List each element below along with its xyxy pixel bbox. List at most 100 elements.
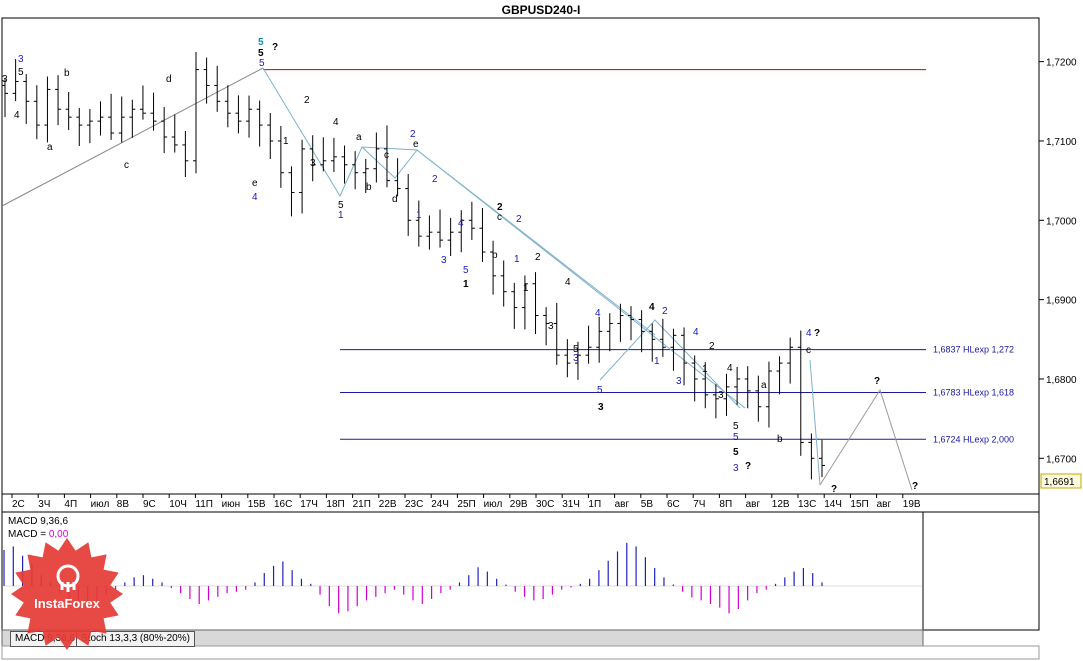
y-tick-label: 1,6900 <box>1046 296 1077 307</box>
projection-level-label: 1,6783 HLexp 1,618 <box>933 387 1014 397</box>
wave-trendline <box>599 319 741 409</box>
wave-label: ? <box>745 461 751 472</box>
ohlc-bar <box>214 65 221 112</box>
x-tick-label: 25П <box>457 499 475 510</box>
wave-label: b <box>64 68 70 79</box>
price-axis: 1,7200 1,7100 1,7000 1,6900 1,6800 1,6700 <box>1039 58 1077 465</box>
projection-level-label: 1,6724 HLexp 2,000 <box>933 434 1014 444</box>
ohlc-bar <box>468 201 475 240</box>
wave-label: c <box>806 345 811 356</box>
ohlc-bar <box>383 125 390 188</box>
x-tick-label: 22В <box>379 499 397 510</box>
ohlc-bar <box>521 275 528 330</box>
wave-label: 5 <box>733 447 739 458</box>
ohlc-bar <box>628 306 635 341</box>
wave-label: e <box>413 139 419 150</box>
y-tick-label: 1,7200 <box>1046 58 1077 69</box>
tab-stoch[interactable]: Stoch 13,3,3 (80%-20%) <box>76 631 195 647</box>
wave-label: 3 <box>2 74 8 85</box>
wave-label: ? <box>272 42 278 53</box>
x-tick-label: 15В <box>248 499 266 510</box>
ohlc-bar <box>819 439 825 478</box>
x-tick-label: 2С <box>12 499 25 510</box>
ohlc-bar <box>723 373 730 416</box>
ohlc-bar <box>267 112 274 159</box>
wave-label: a <box>356 132 362 143</box>
x-tick-label: 21П <box>353 499 371 510</box>
ohlc-bar <box>585 325 592 364</box>
ohlc-bar <box>309 135 316 182</box>
x-tick-label: 30С <box>536 499 554 510</box>
x-tick-label: 19В <box>903 499 921 510</box>
x-tick-label: 4П <box>64 499 77 510</box>
ohlc-bar <box>712 384 719 419</box>
projection-levels: 1,6837 HLexp 1,272 1,6783 HLexp 1,618 1,67… <box>263 69 1014 444</box>
ohlc-bar <box>12 59 19 102</box>
wave-label: 4 <box>727 363 733 374</box>
wave-label: e <box>252 178 258 189</box>
wave-label: 1 <box>514 254 520 265</box>
ohlc-bar <box>638 310 645 353</box>
ohlc-bar <box>532 272 539 335</box>
wave-label: 1 <box>283 136 289 147</box>
ohlc-bar <box>129 99 136 138</box>
ohlc-bar <box>139 85 146 120</box>
ohlc-bar <box>765 361 772 428</box>
wave-label: 1 <box>523 283 529 294</box>
x-tick-label: 7Ч <box>693 499 705 510</box>
wave-label: 5 <box>258 48 264 59</box>
ohlc-bar <box>458 210 465 253</box>
wave-label: a <box>47 142 53 153</box>
x-tick-label: 29В <box>510 499 528 510</box>
wave-label: 4 <box>806 328 812 339</box>
ohlc-bar <box>235 95 242 134</box>
wave-label: 5 <box>258 37 264 48</box>
wave-label: 1 <box>654 356 660 367</box>
macd-label-1: MACD 9,36,6 <box>8 516 68 527</box>
ohlc-bar <box>33 85 40 140</box>
ohlc-bar <box>192 51 199 174</box>
ohlc-bar <box>447 217 454 257</box>
ohlc-bar <box>97 101 104 136</box>
ohlc-bar <box>246 95 253 138</box>
wave-label: 2 <box>709 341 715 352</box>
ohlc-bar <box>23 74 30 125</box>
ohlc-bar <box>437 209 444 248</box>
ohlc-bar <box>76 107 83 147</box>
x-tick-label: 3Ч <box>38 499 50 510</box>
ohlc-bar <box>617 303 624 342</box>
ohlc-bar <box>203 57 210 104</box>
ohlc-bar <box>808 433 815 480</box>
x-tick-label: авг <box>746 499 761 510</box>
wave-label: 2 <box>497 202 503 213</box>
wave-label: 4 <box>458 218 464 229</box>
x-tick-label: 18П <box>326 499 344 510</box>
ohlc-bar <box>553 302 560 365</box>
x-tick-label: июн <box>222 499 241 510</box>
ohlc-bar <box>734 366 741 405</box>
wave-label: 5 <box>733 432 739 443</box>
ohlc-bar <box>352 151 359 190</box>
wave-label: 5 <box>259 58 265 69</box>
x-tick-label: 8П <box>719 499 732 510</box>
x-tick-label: 15П <box>850 499 868 510</box>
macd-axis-area <box>922 511 1040 631</box>
ohlc-bar <box>299 139 306 214</box>
x-tick-label: авг <box>877 499 892 510</box>
ohlc-bar <box>564 339 571 378</box>
x-tick-label: 17Ч <box>300 499 318 510</box>
x-tick-label: 11П <box>195 499 213 510</box>
x-tick-label: 8В <box>117 499 130 510</box>
wave-label: 2 <box>662 306 668 317</box>
wave-label: 1 <box>338 210 344 221</box>
wave-trendlines <box>1 67 913 491</box>
x-tick-label: 9С <box>143 499 156 510</box>
y-tick-label: 1,7100 <box>1046 137 1077 148</box>
wave-label: 5 <box>597 385 603 396</box>
wave-label: ? <box>912 481 918 492</box>
wave-label: 3 <box>310 158 316 169</box>
x-tick-label: 1П <box>588 499 601 510</box>
ohlc-bar <box>490 240 497 295</box>
ohlc-bar <box>426 215 433 250</box>
